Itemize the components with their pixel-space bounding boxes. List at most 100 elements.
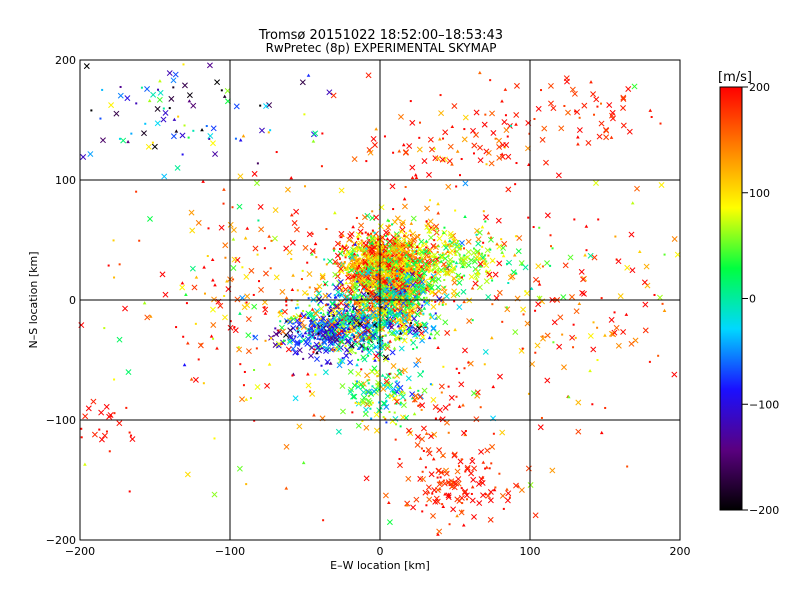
data-point-x	[409, 242, 416, 249]
data-point-x	[615, 342, 622, 349]
data-point-dot	[393, 277, 396, 280]
data-point-triangle	[455, 514, 459, 518]
x-tick-label: −100	[215, 545, 245, 558]
data-point-x	[377, 337, 384, 344]
data-point-dot	[399, 327, 402, 330]
data-point-dot	[458, 244, 461, 247]
data-point-dot	[294, 307, 297, 310]
data-point-dot	[208, 137, 211, 140]
data-point-x	[377, 223, 384, 230]
data-point-dot	[397, 368, 400, 371]
data-point-dot	[241, 266, 244, 269]
data-point-dot	[373, 273, 376, 276]
data-point-dot	[277, 329, 280, 332]
data-point-x	[620, 328, 627, 335]
data-point-x	[481, 121, 488, 128]
data-point-dot	[441, 301, 444, 304]
data-point-dot	[346, 268, 349, 271]
data-point-triangle	[491, 384, 496, 389]
data-point-x	[214, 79, 221, 86]
data-point-x	[360, 316, 366, 323]
data-point-dot	[389, 254, 392, 257]
data-point-dot	[292, 315, 295, 318]
data-point-x	[306, 231, 313, 238]
data-point-x	[394, 381, 401, 388]
data-point-x	[363, 335, 370, 341]
data-point-x	[159, 271, 166, 278]
data-point-x	[386, 519, 393, 526]
data-point-triangle	[439, 481, 444, 485]
data-point-x	[657, 294, 663, 301]
data-point-dot	[360, 239, 363, 242]
data-point-x	[443, 244, 450, 251]
data-point-triangle	[353, 281, 357, 285]
data-point-x	[327, 337, 334, 344]
data-point-dot	[325, 228, 328, 231]
data-point-triangle	[584, 224, 589, 228]
data-point-triangle	[450, 124, 455, 129]
data-point-x	[447, 256, 454, 263]
data-point-x	[393, 231, 400, 238]
data-point-x	[435, 284, 442, 291]
data-point-x	[113, 110, 120, 117]
data-point-dot	[444, 268, 447, 271]
data-point-triangle	[315, 350, 319, 355]
data-point-x	[83, 63, 90, 70]
data-point-x	[108, 102, 115, 109]
data-point-dot	[177, 115, 180, 118]
data-point-dot	[301, 269, 304, 272]
data-point-x	[410, 282, 417, 288]
data-point-dot	[342, 252, 345, 255]
data-point-dot	[398, 457, 401, 460]
data-point-triangle	[577, 301, 582, 306]
data-point-x	[436, 296, 443, 302]
data-point-dot	[484, 467, 487, 470]
data-point-x	[620, 94, 627, 101]
data-point-dot	[395, 380, 398, 383]
colorbar-tick-label: 200	[749, 81, 770, 94]
data-point-dot	[267, 131, 270, 134]
data-point-dot	[342, 312, 345, 315]
data-point-dot	[349, 300, 352, 303]
data-point-dot	[368, 378, 371, 381]
data-point-x	[642, 301, 649, 308]
data-point-triangle	[355, 362, 359, 367]
data-point-x	[643, 263, 650, 270]
data-point-x	[263, 270, 269, 277]
data-point-dot	[353, 335, 356, 338]
data-point-x	[232, 327, 239, 334]
data-point-x	[367, 149, 374, 156]
data-point-dot	[415, 252, 418, 255]
data-point-dot	[561, 333, 564, 336]
data-point-dot	[455, 367, 458, 370]
data-point-x	[420, 476, 427, 483]
data-point-x	[367, 313, 374, 320]
data-point-x	[376, 407, 383, 414]
data-point-triangle	[370, 303, 375, 307]
data-point-x	[376, 290, 382, 297]
data-point-dot	[135, 102, 138, 105]
data-point-dot	[438, 303, 441, 306]
data-point-x	[468, 273, 475, 280]
data-point-x	[383, 287, 390, 294]
data-point-x	[473, 131, 479, 138]
data-point-dot	[436, 476, 439, 479]
data-point-triangle	[427, 276, 432, 280]
data-point-x	[374, 369, 381, 376]
data-point-dot	[358, 264, 361, 267]
data-point-x	[285, 346, 292, 353]
data-point-triangle	[347, 262, 351, 266]
data-point-x	[206, 62, 213, 69]
data-point-triangle	[222, 94, 227, 98]
data-point-dot	[444, 252, 447, 255]
data-point-x	[396, 369, 403, 376]
data-point-x	[352, 333, 359, 340]
data-point-x	[388, 330, 395, 337]
data-point-x	[300, 324, 307, 330]
data-point-dot	[346, 324, 349, 327]
data-point-triangle	[390, 261, 395, 265]
data-point-dot	[355, 216, 358, 219]
data-point-triangle	[408, 228, 412, 232]
data-point-triangle	[537, 282, 542, 286]
